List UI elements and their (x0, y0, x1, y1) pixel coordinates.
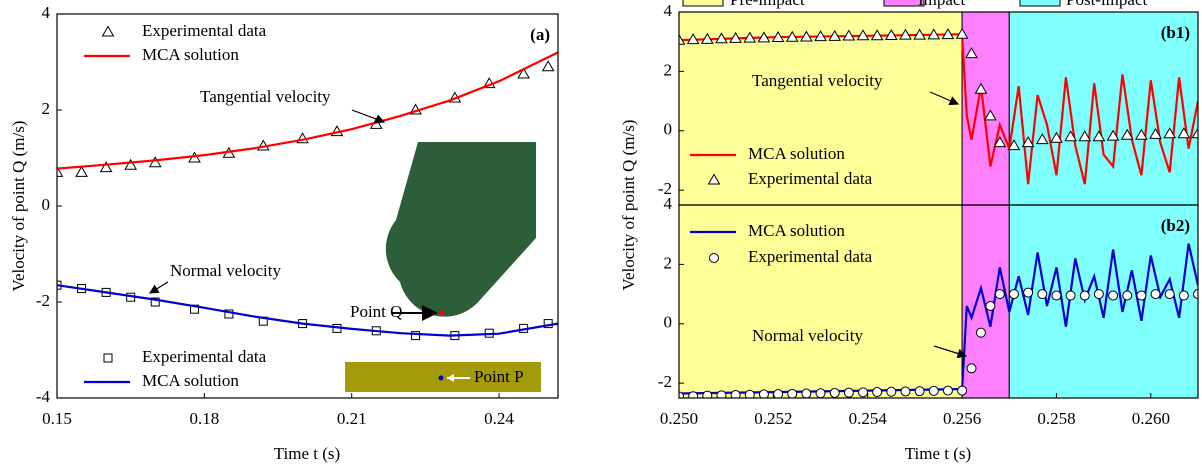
legend-label: Experimental data (748, 247, 873, 266)
marker-triangle (543, 61, 554, 71)
marker-circle (1009, 290, 1018, 299)
y-tick-label: 2 (664, 253, 673, 272)
x-tick-label: 0.254 (849, 409, 888, 428)
x-tick-label: 0.21 (337, 409, 367, 428)
x-tick-label: 0.256 (943, 409, 981, 428)
x-tick-label: 0.252 (754, 409, 792, 428)
y-tick-label: 2 (42, 99, 51, 118)
marker-triangle (150, 157, 161, 167)
marker-circle (958, 386, 967, 395)
marker-circle (873, 388, 882, 397)
y-tick-label: 2 (664, 60, 673, 79)
region-legend-label: Post-impact (1066, 0, 1147, 9)
marker-circle (1165, 290, 1174, 299)
marker-circle (943, 386, 952, 395)
x-tick-label: 0.258 (1037, 409, 1075, 428)
marker-square (104, 354, 112, 362)
annotation: Tangential velocity (200, 87, 331, 106)
point-p-dot (439, 376, 444, 381)
y-axis-label: Velocity of point Q (m/s) (9, 121, 28, 292)
marker-circle (1179, 291, 1188, 300)
y-tick-label: -4 (36, 387, 51, 406)
marker-circle (1094, 290, 1103, 299)
y-tick-label: 4 (664, 1, 673, 20)
marker-circle (1123, 291, 1132, 300)
y-axis-label: Velocity of point Q (m/s) (619, 120, 638, 291)
marker-circle (995, 290, 1004, 299)
marker-circle (703, 391, 712, 400)
annotation: Point P (474, 367, 524, 386)
panel-label: (b1) (1161, 23, 1190, 42)
x-tick-label: 0.260 (1132, 409, 1170, 428)
y-tick-label: 0 (664, 120, 673, 139)
marker-circle (976, 328, 985, 337)
marker-circle (1066, 291, 1075, 300)
annotation: Normal velocity (170, 261, 281, 280)
marker-triangle (103, 27, 114, 37)
x-axis-label: Time t (s) (274, 444, 340, 463)
marker-circle (1080, 291, 1089, 300)
x-tick-label: 0.15 (42, 409, 72, 428)
legend-label: MCA solution (748, 144, 845, 163)
legend-label: Experimental data (142, 347, 267, 366)
marker-circle (1024, 288, 1033, 297)
x-tick-label: 0.250 (660, 409, 698, 428)
marker-circle (1052, 291, 1061, 300)
marker-circle (915, 387, 924, 396)
page: -4-20240.150.180.210.24(a)-2024(b1)-2024… (0, 0, 1202, 471)
marker-circle (844, 388, 853, 397)
marker-circle (774, 390, 783, 399)
marker-circle (1151, 290, 1160, 299)
figure: -4-20240.150.180.210.24(a)-2024(b1)-2024… (0, 0, 1202, 471)
marker-circle (1137, 291, 1146, 300)
legend-label: Experimental data (142, 21, 267, 40)
marker-circle (1038, 290, 1047, 299)
marker-circle (967, 364, 976, 373)
region-legend-label: Pre-impact (730, 0, 805, 9)
legend-label: MCA solution (142, 45, 239, 64)
marker-circle (986, 301, 995, 310)
region-legend-swatch (683, 0, 723, 6)
marker-circle (802, 389, 811, 398)
marker-circle (689, 392, 698, 401)
legend-label: MCA solution (142, 371, 239, 390)
marker-circle (887, 387, 896, 396)
y-tick-label: 0 (664, 313, 673, 332)
marker-triangle (76, 167, 87, 177)
annotation: Point Q (350, 302, 402, 321)
marker-circle (1109, 291, 1118, 300)
y-tick-label: 0 (42, 195, 51, 214)
annotation: Normal velocity (752, 326, 863, 345)
region-legend-label: Impact (918, 0, 965, 9)
x-tick-label: 0.24 (484, 409, 514, 428)
marker-circle (816, 389, 825, 398)
y-tick-label: -2 (658, 372, 672, 391)
marker-circle (830, 388, 839, 397)
x-axis-label: Time t (s) (905, 444, 971, 463)
y-tick-label: -2 (36, 291, 50, 310)
x-tick-label: 0.18 (189, 409, 219, 428)
marker-circle (859, 388, 868, 397)
legend-label: Experimental data (748, 169, 873, 188)
annotation: Tangential velocity (752, 71, 883, 90)
region-legend-swatch (1020, 0, 1060, 6)
marker-circle (929, 386, 938, 395)
annotation-arrow (150, 282, 168, 293)
annotation-arrow (352, 110, 384, 122)
inset-diagram (345, 142, 541, 392)
panel-label: (b2) (1161, 216, 1190, 235)
marker-circle (901, 387, 910, 396)
marker-circle (788, 389, 797, 398)
legend-label: MCA solution (748, 221, 845, 240)
point-q-dot (440, 311, 445, 316)
panel-label: (a) (530, 25, 550, 44)
y-tick-label: 4 (42, 3, 51, 22)
region (962, 12, 1009, 205)
marker-circle (710, 254, 719, 263)
y-tick-label: 4 (664, 194, 673, 213)
body-shape (386, 142, 536, 317)
